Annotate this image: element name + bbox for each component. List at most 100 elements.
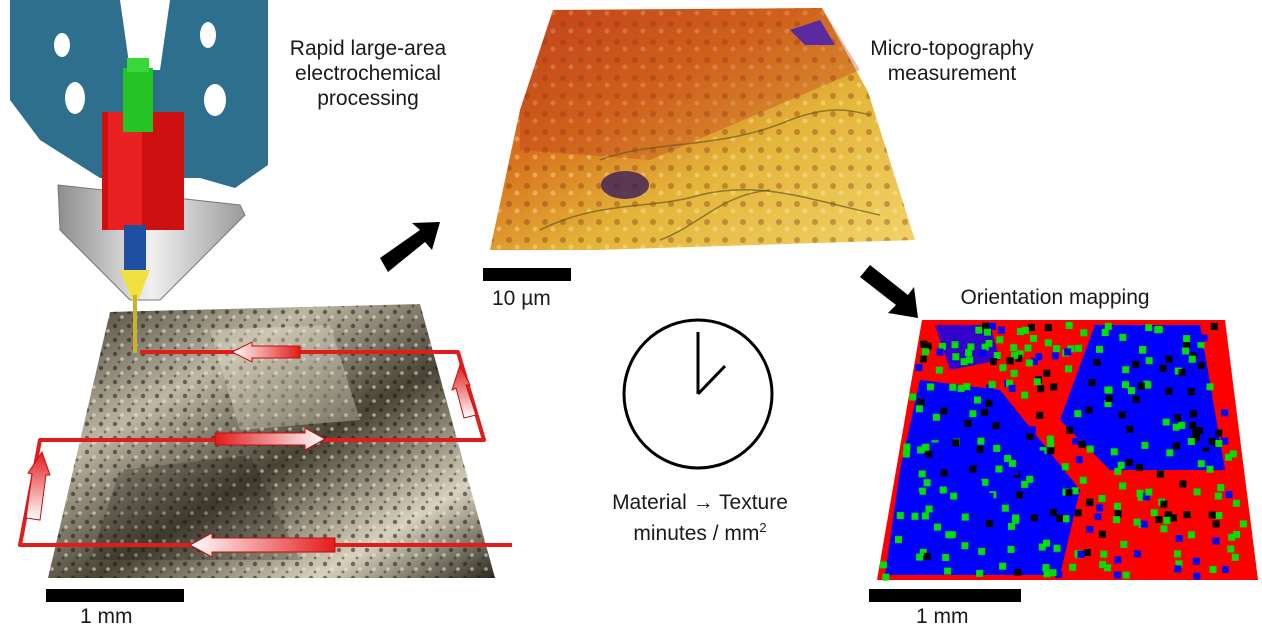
orientation-pixel — [1105, 395, 1113, 402]
orientation-pixel — [1175, 535, 1183, 542]
orientation-pixel — [1179, 480, 1187, 488]
orientation-pixel — [937, 496, 945, 504]
orientation-pixel — [964, 420, 972, 427]
orientation-pixel — [922, 348, 930, 356]
orientation-pixel — [1172, 401, 1180, 409]
orientation-pixel — [902, 450, 910, 458]
orientation-pixel — [1200, 334, 1208, 342]
orientation-pixel — [920, 340, 928, 348]
orientation-pixel — [1196, 427, 1204, 435]
orientation-pixel — [1101, 329, 1109, 336]
orientation-pixel — [1093, 359, 1101, 366]
orientation-pixel — [921, 512, 929, 520]
orientation-pixel — [999, 364, 1007, 372]
orientation-pixel — [1183, 341, 1191, 349]
orientation-pixel — [952, 353, 960, 361]
left-scale-label: 1 mm — [80, 605, 133, 628]
orientation-pixel — [990, 358, 997, 366]
processing-caption-line-1: Rapid large-area — [289, 37, 447, 60]
orientation-pixel — [1128, 387, 1135, 395]
orientation-pixel — [879, 561, 887, 569]
orientation-pixel — [1097, 385, 1105, 393]
orientation-pixel — [975, 480, 983, 488]
orientation-pixel — [1030, 514, 1038, 522]
orientation-pixel — [1004, 455, 1012, 462]
orientation-pixel — [970, 558, 978, 565]
orientation-pixel — [1105, 386, 1113, 394]
orientation-pixel — [1202, 451, 1210, 459]
orientation-pixel — [991, 561, 999, 569]
orientation-pixel — [961, 513, 969, 521]
orientation-pixel — [1155, 516, 1163, 524]
orientation-pixel — [1071, 487, 1079, 495]
processing-caption: Rapid large-area electrochemical process… — [278, 36, 458, 111]
orientation-pixel — [931, 433, 939, 441]
orientation-pixel — [923, 479, 931, 487]
orientation-pixel — [1064, 348, 1072, 356]
orientation-pixel — [1152, 390, 1160, 398]
topography-surface — [490, 8, 915, 250]
orientation-pixel — [1196, 347, 1204, 355]
orientation-pixel — [1114, 502, 1121, 510]
topography-scale-bar — [483, 268, 571, 281]
orientation-pixel — [1051, 352, 1059, 360]
orientation-pixel — [940, 469, 948, 477]
orientation-pixel — [1093, 324, 1101, 332]
orientation-pixel — [1086, 445, 1094, 453]
orientation-pixel — [966, 451, 974, 459]
orientation-pixel — [1008, 459, 1016, 467]
orientation-pixel — [970, 485, 977, 493]
orientation-pixel — [1192, 557, 1200, 565]
orientation-pixel — [948, 531, 956, 539]
orientation-pixel — [1206, 383, 1214, 391]
orientation-scale-bar — [869, 589, 1021, 602]
orientation-pixel — [1215, 429, 1223, 437]
topography-caption-line-1: Micro-topography — [870, 37, 1034, 60]
orientation-pixel — [992, 422, 1000, 430]
orientation-pixel — [942, 554, 950, 561]
orientation-pixel — [1166, 449, 1174, 457]
orientation-pixel — [1021, 326, 1029, 334]
orientation-pixel — [1056, 514, 1063, 522]
orientation-pixel — [1138, 354, 1146, 362]
orientation-pixel — [1231, 553, 1239, 561]
orientation-pixel — [1192, 433, 1200, 441]
orientation-pixel — [1113, 571, 1121, 579]
orientation-pixel — [1044, 339, 1052, 347]
orientation-pixel — [1169, 514, 1177, 522]
orientation-pixel — [1221, 437, 1229, 445]
orientation-pixel — [1187, 438, 1195, 445]
orientation-pixel — [999, 562, 1007, 570]
orientation-pixel — [976, 446, 984, 453]
orientation-pixel — [1014, 568, 1022, 576]
orientation-pixel — [938, 342, 946, 350]
orientation-pixel — [1046, 435, 1054, 443]
topography-caption: Micro-topography measurement — [862, 36, 1042, 86]
orientation-pixel — [1140, 520, 1148, 528]
orientation-pixel — [927, 432, 934, 440]
orientation-pixel — [963, 383, 971, 391]
orientation-pixel — [1114, 556, 1122, 564]
orientation-pixel — [1214, 492, 1222, 500]
orientation-pixel — [1011, 352, 1019, 360]
orientation-pixel — [940, 407, 948, 415]
orientation-pixel — [1239, 520, 1247, 528]
orientation-pixel — [1065, 489, 1073, 497]
orientation-pixel — [909, 393, 917, 401]
orientation-pixel — [974, 396, 981, 404]
orientation-pixel — [915, 405, 923, 413]
orientation-pixel — [975, 326, 983, 334]
orientation-pixel — [1178, 421, 1186, 429]
orientation-pixel — [1162, 418, 1170, 426]
orientation-pixel — [936, 348, 944, 356]
orientation-pixel — [996, 425, 1004, 433]
orientation-pixel — [1221, 566, 1229, 573]
orientation-pixel — [1192, 429, 1199, 437]
orientation-pixel — [1132, 360, 1140, 368]
left-scale-bar — [46, 589, 184, 602]
orientation-pixel — [1010, 369, 1018, 377]
orientation-pixel — [1119, 482, 1127, 490]
orientation-pixel — [1187, 388, 1195, 396]
orientation-pixel — [1193, 572, 1201, 580]
orientation-pixel — [1007, 545, 1015, 553]
